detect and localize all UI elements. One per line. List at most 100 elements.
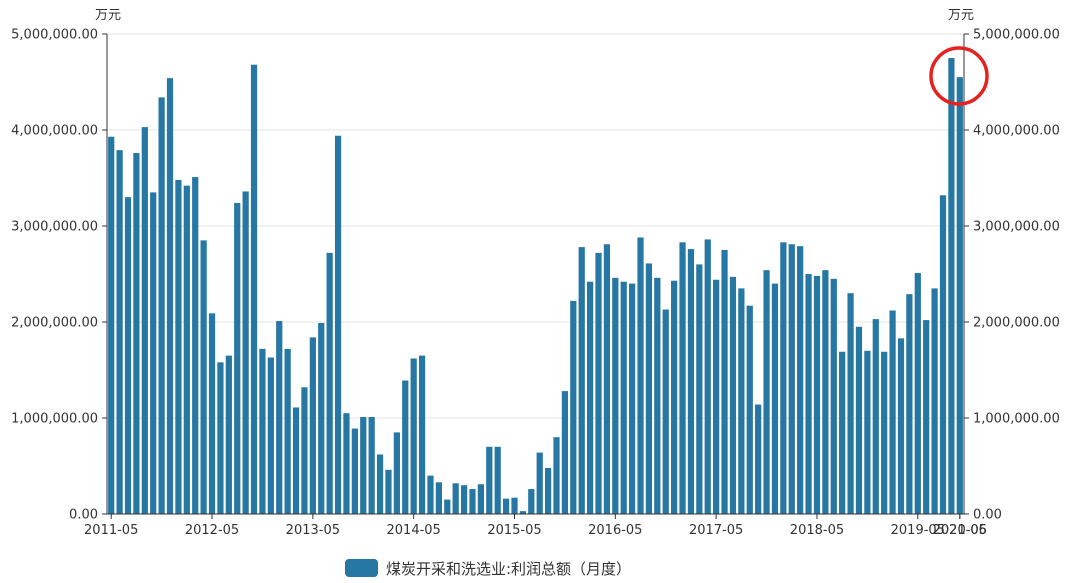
bar[interactable] xyxy=(393,432,400,514)
bar[interactable] xyxy=(738,288,745,514)
legend[interactable]: 煤炭开采和洗选业:利润总额（月度） xyxy=(345,559,631,578)
bar[interactable] xyxy=(376,454,384,514)
bar[interactable] xyxy=(486,446,493,514)
bar[interactable] xyxy=(343,413,350,514)
bar[interactable] xyxy=(704,239,711,514)
bar[interactable] xyxy=(729,276,737,514)
bar[interactable] xyxy=(368,417,375,514)
bar[interactable] xyxy=(746,305,753,514)
bar[interactable] xyxy=(923,320,930,514)
bar[interactable] xyxy=(460,485,468,514)
bar[interactable] xyxy=(150,192,157,514)
bar[interactable] xyxy=(334,135,342,514)
bar[interactable] xyxy=(124,197,132,514)
bar[interactable] xyxy=(687,249,695,515)
bar[interactable] xyxy=(351,428,358,514)
bar[interactable] xyxy=(620,281,627,514)
bar[interactable] xyxy=(133,153,140,515)
bar[interactable] xyxy=(595,252,602,514)
bar[interactable] xyxy=(813,275,821,514)
bar[interactable] xyxy=(360,417,367,514)
bar[interactable] xyxy=(780,242,787,514)
bar[interactable] xyxy=(158,97,165,515)
bar[interactable] xyxy=(788,244,795,515)
bar[interactable] xyxy=(519,511,527,514)
bar[interactable] xyxy=(418,355,426,514)
bar[interactable] xyxy=(217,362,224,514)
bar[interactable] xyxy=(561,391,569,514)
bar[interactable] xyxy=(830,278,837,514)
bar[interactable] xyxy=(587,281,594,514)
bar[interactable] xyxy=(956,77,963,514)
bar[interactable] xyxy=(402,380,409,514)
bar[interactable] xyxy=(200,240,207,514)
bar[interactable] xyxy=(536,452,543,514)
bar[interactable] xyxy=(654,277,661,514)
bar[interactable] xyxy=(755,404,762,514)
bar[interactable] xyxy=(797,246,804,514)
bar[interactable] xyxy=(284,348,291,514)
bar[interactable] xyxy=(435,482,442,514)
bar[interactable] xyxy=(276,321,283,514)
bar[interactable] xyxy=(494,446,501,514)
bar[interactable] xyxy=(637,237,644,514)
bar[interactable] xyxy=(822,270,829,514)
bar[interactable] xyxy=(141,127,148,515)
bar[interactable] xyxy=(108,136,115,514)
bar[interactable] xyxy=(679,242,686,514)
bar[interactable] xyxy=(805,274,812,514)
bar[interactable] xyxy=(713,279,720,514)
bar[interactable] xyxy=(292,407,300,514)
bar[interactable] xyxy=(671,280,678,514)
bar[interactable] xyxy=(183,185,190,514)
bar[interactable] xyxy=(544,467,552,514)
bar[interactable] xyxy=(931,288,938,514)
bar[interactable] xyxy=(242,191,249,514)
bar[interactable] xyxy=(872,319,879,514)
bar[interactable] xyxy=(696,264,703,514)
legend-label[interactable]: 煤炭开采和洗选业:利润总额（月度） xyxy=(386,560,631,578)
bar[interactable] xyxy=(662,309,669,514)
bar[interactable] xyxy=(948,58,955,514)
bar[interactable] xyxy=(612,277,619,514)
bar[interactable] xyxy=(166,78,174,514)
bar[interactable] xyxy=(771,283,779,514)
bar[interactable] xyxy=(175,179,182,515)
bar[interactable] xyxy=(234,202,241,514)
bar[interactable] xyxy=(511,497,518,514)
bar[interactable] xyxy=(427,475,434,514)
bar[interactable] xyxy=(208,313,216,514)
bar[interactable] xyxy=(326,252,333,514)
bar[interactable] xyxy=(897,338,905,514)
bar[interactable] xyxy=(192,177,199,515)
bar[interactable] xyxy=(578,247,585,514)
bar[interactable] xyxy=(259,348,266,514)
bar[interactable] xyxy=(318,322,325,514)
bar[interactable] xyxy=(889,310,896,514)
bar[interactable] xyxy=(855,326,863,514)
bar[interactable] xyxy=(250,64,258,514)
bar[interactable] xyxy=(452,483,459,514)
bar[interactable] xyxy=(301,387,308,514)
bar[interactable] xyxy=(309,337,316,514)
bar[interactable] xyxy=(763,270,770,514)
bar[interactable] xyxy=(839,351,846,514)
bar[interactable] xyxy=(502,498,510,514)
bar[interactable] xyxy=(847,293,854,514)
legend-swatch[interactable] xyxy=(345,559,378,577)
bar[interactable] xyxy=(881,351,888,514)
bar[interactable] xyxy=(528,489,535,514)
bar[interactable] xyxy=(553,437,560,514)
bar[interactable] xyxy=(225,355,232,514)
bar[interactable] xyxy=(267,357,274,514)
bar[interactable] xyxy=(939,195,947,514)
bar[interactable] xyxy=(603,244,611,515)
bar[interactable] xyxy=(645,263,653,514)
bar[interactable] xyxy=(477,484,484,514)
bar[interactable] xyxy=(914,273,921,514)
bar[interactable] xyxy=(410,358,417,514)
bar[interactable] xyxy=(116,150,123,514)
bar[interactable] xyxy=(629,283,636,514)
bar[interactable] xyxy=(906,294,913,514)
bar[interactable] xyxy=(444,499,451,514)
